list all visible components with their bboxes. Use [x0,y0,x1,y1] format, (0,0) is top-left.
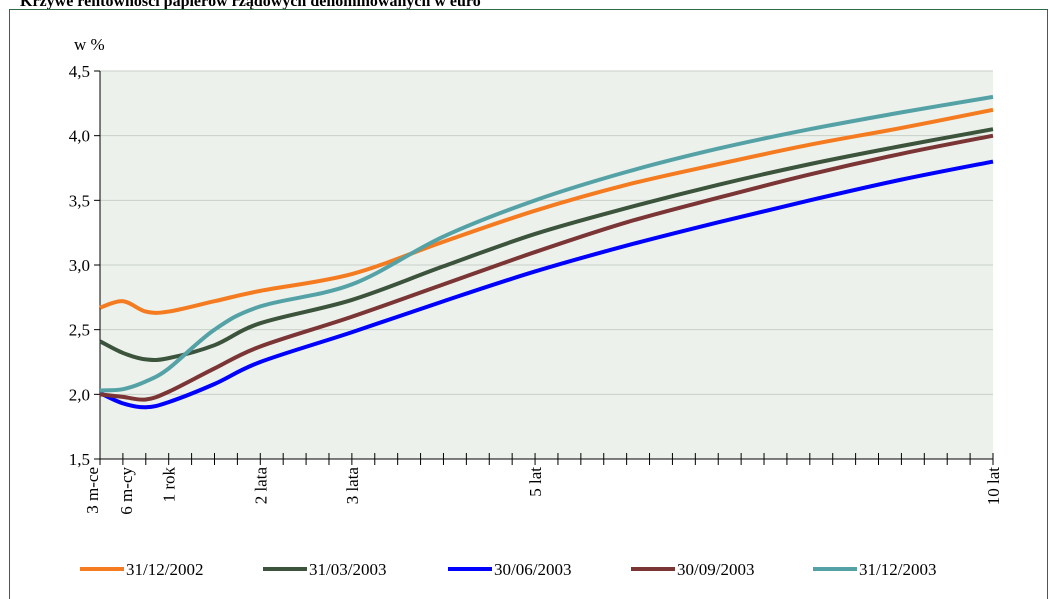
chart-frame [9,9,1048,599]
x-tick-label: 3 lata [343,467,362,505]
x-tick-label: 6 m-cy [117,467,136,515]
legend-label: 31/12/2002 [126,560,203,579]
y-tick-label: 1,5 [69,450,90,469]
legend-label: 31/03/2003 [309,560,386,579]
series-line-3 [99,159,994,410]
y-tick-label: 4,5 [69,62,90,81]
x-tick-label: 2 lata [251,467,270,505]
series-line-5 [99,94,994,393]
y-axis-label: w % [74,35,105,54]
x-tick-label: 3 m-ce [83,467,102,514]
y-tick-label: 3,0 [69,256,90,275]
series-line-1 [99,107,994,315]
y-tick-label: 3,5 [69,191,90,210]
series-lines [99,94,994,410]
legend: 31/12/2002 31/03/2003 30/06/2003 30/09/2003… [80,560,936,579]
axes: 1,5 2,0 2,5 3,0 3,5 4,0 4,5 3 m-ce 6 m-cy 1 rok 2 … [69,62,1003,515]
series-line-4 [99,133,994,402]
legend-label: 30/06/2003 [494,560,571,579]
series-line-2 [99,127,994,363]
x-tick-label: 10 lat [984,467,1003,506]
x-tick-label: 1 rok [160,467,179,503]
legend-label: 30/09/2003 [677,560,754,579]
y-tick-label: 2,5 [69,321,90,340]
y-tick-label: 2,0 [69,385,90,404]
y-tick-label: 4,0 [69,127,90,146]
x-tick-label: 5 lat [526,467,545,497]
chart-title: Krzywe rentowności papierów rządowych de… [20,0,481,10]
legend-label: 31/12/2003 [859,560,936,579]
